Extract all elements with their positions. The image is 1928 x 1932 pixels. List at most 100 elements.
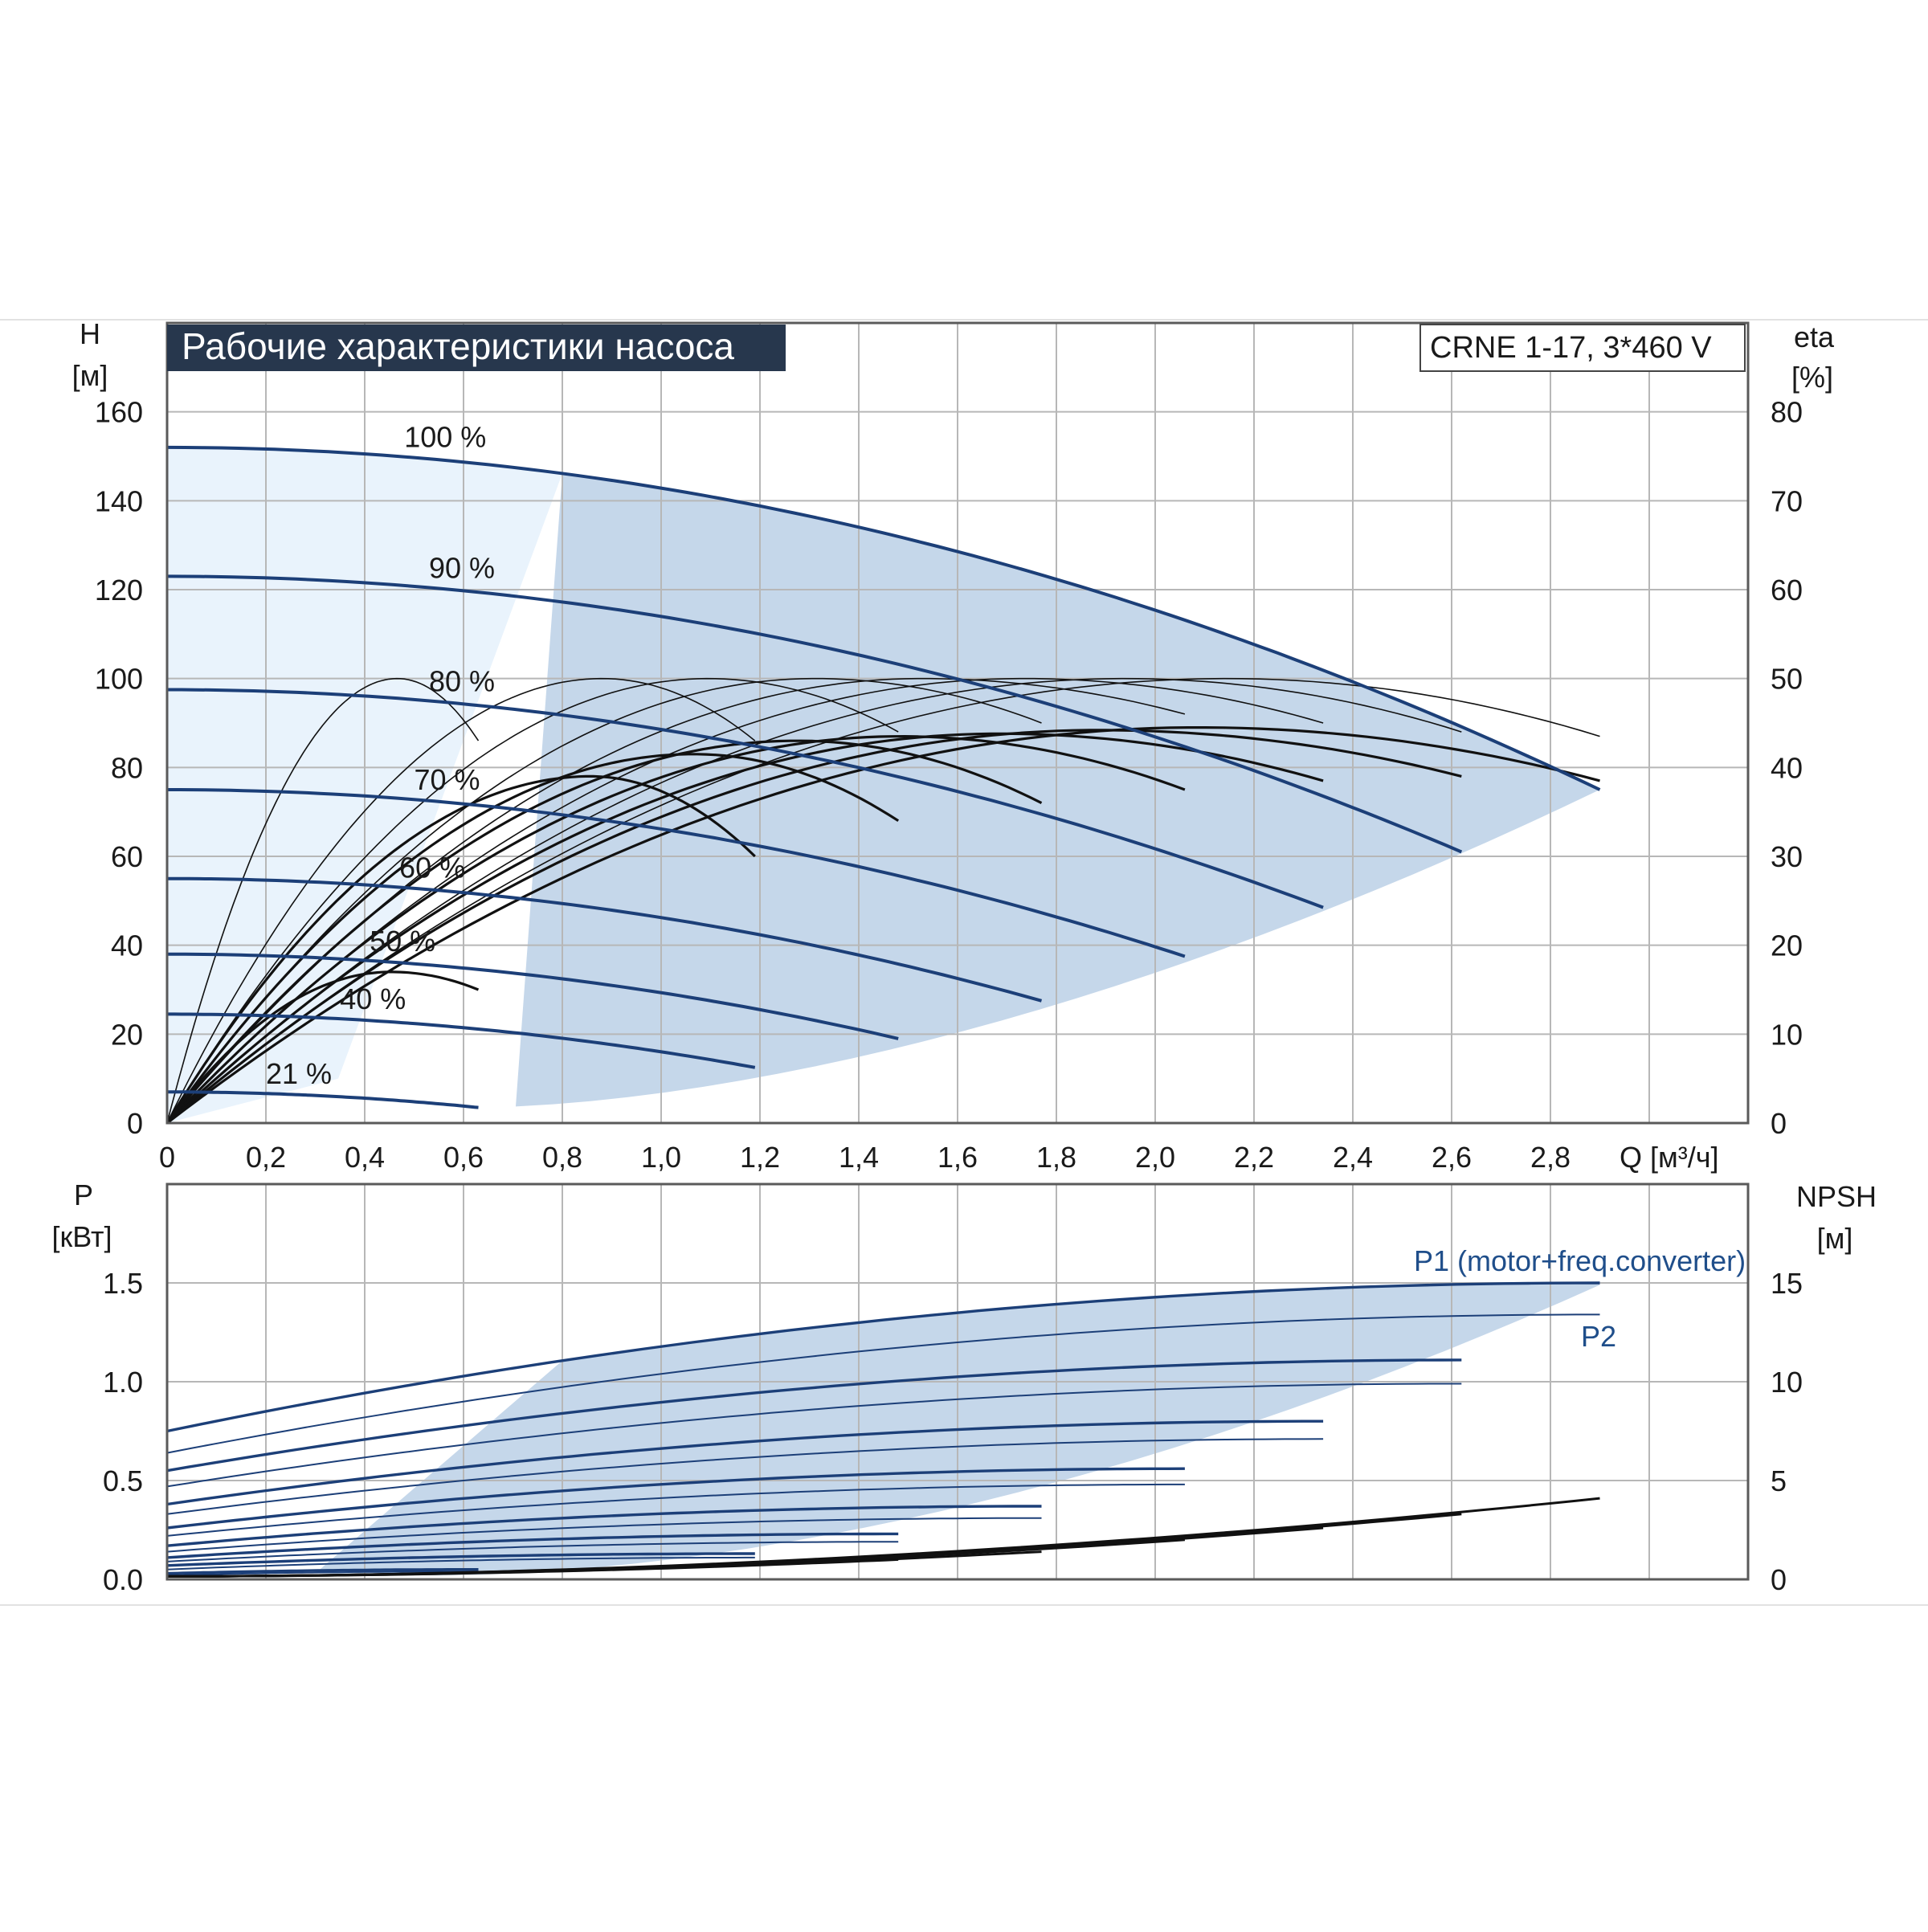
efficiency-envelope-curve-2 xyxy=(166,677,756,1124)
y-tick: 20 xyxy=(111,1018,143,1051)
y-tick: 100 xyxy=(95,663,143,696)
npsh-y-ticks: 0 5 10 15 xyxy=(1771,1267,1803,1596)
y-tick: 80 xyxy=(111,751,143,784)
npsh-y-tick: 15 xyxy=(1771,1267,1803,1300)
x-tick: 2,4 xyxy=(1333,1141,1373,1174)
power-axis-label: P xyxy=(74,1178,93,1211)
y-tick: 140 xyxy=(95,484,143,517)
x-tick: 2,2 xyxy=(1234,1141,1274,1174)
power-y-tick: 1.0 xyxy=(103,1366,143,1399)
x-tick: 0,6 xyxy=(443,1141,484,1174)
npsh-curves xyxy=(167,1497,1600,1578)
y-axis-label: H xyxy=(80,317,100,350)
x-tick: 0,2 xyxy=(246,1141,286,1174)
head-curve-50 xyxy=(167,952,899,1040)
efficiency-curve-4 xyxy=(165,734,1186,1125)
p1-series-label: P1 (motor+freq.converter) xyxy=(1414,1244,1746,1277)
y2-tick: 20 xyxy=(1771,929,1803,962)
p1-curve-4 xyxy=(166,1467,1185,1530)
p1-curve-2 xyxy=(166,1358,1462,1472)
power-npsh-chart: 0.0 0.5 1.0 1.5 0 5 10 15 P [кВт] NPSH [м] P1 … xyxy=(51,1178,1877,1596)
speed-label-60: 60 % xyxy=(399,851,465,884)
p1-curve-8 xyxy=(166,1567,479,1575)
x-tick: 1,0 xyxy=(641,1141,681,1174)
p2-curve-4 xyxy=(166,1483,1185,1537)
y2-tick: 60 xyxy=(1771,574,1803,607)
p2-curve-6 xyxy=(166,1541,899,1562)
head-curves xyxy=(166,445,1601,1109)
x-axis-ticks: 0 0,2 0,4 0,6 0,8 1,0 1,2 1,4 1,6 1,8 2,0 2,2 2,4 2,6… xyxy=(159,1141,1571,1174)
p2-curve-2 xyxy=(166,1383,1462,1488)
y-tick: 120 xyxy=(95,574,143,607)
power-axis-unit: [кВт] xyxy=(51,1220,112,1253)
p2-series-label: P2 xyxy=(1581,1320,1616,1353)
speed-label-40: 40 % xyxy=(340,982,406,1015)
y2-tick: 50 xyxy=(1771,663,1803,696)
power-curves xyxy=(166,1281,1600,1577)
efficiency-envelope-curve-3 xyxy=(166,677,899,1124)
model-box xyxy=(1419,324,1746,372)
p2-curve-8 xyxy=(166,1571,479,1577)
npsh-axis-label: NPSH xyxy=(1796,1180,1877,1213)
power-y-tick: 0.5 xyxy=(103,1464,143,1497)
efficiency-envelope-curve-7 xyxy=(166,677,1462,1124)
npsh-y-tick: 0 xyxy=(1771,1563,1787,1596)
head-curve-80 xyxy=(167,688,1324,909)
speed-labels: 100 % 90 % 80 % 70 % 60 % 50 % 40 % 21 % xyxy=(266,421,495,1091)
p1-curve-6 xyxy=(166,1532,899,1559)
x-tick: 2,0 xyxy=(1135,1141,1175,1174)
y2-axis-label: eta xyxy=(1794,321,1835,353)
y-tick: 60 xyxy=(111,840,143,873)
power-y-tick: 0.0 xyxy=(103,1563,143,1596)
npsh-y-tick: 5 xyxy=(1771,1464,1787,1497)
x-tick: 0,4 xyxy=(345,1141,385,1174)
speed-label-80: 80 % xyxy=(429,664,495,697)
power-chart-frame xyxy=(165,1182,1750,1581)
y2-tick: 80 xyxy=(1771,396,1803,429)
head-curve-90 xyxy=(166,574,1463,854)
y-axis-unit: [м] xyxy=(72,359,108,392)
region-main xyxy=(515,473,1600,1107)
y-tick: 0 xyxy=(127,1107,143,1140)
efficiency-curve-7 xyxy=(165,774,756,1124)
head-chart-frame xyxy=(165,321,1750,1125)
y-tick: 160 xyxy=(95,396,143,429)
x-tick: 2,6 xyxy=(1432,1141,1472,1174)
efficiency-curves xyxy=(165,677,1600,1125)
npsh-curve-6 xyxy=(167,1558,899,1578)
y2-tick: 0 xyxy=(1771,1107,1787,1140)
y2-tick: 10 xyxy=(1771,1018,1803,1051)
y2-tick: 40 xyxy=(1771,751,1803,784)
p2-curve-1 xyxy=(166,1313,1600,1454)
x-tick: 0,8 xyxy=(542,1141,582,1174)
power-y-tick: 1.5 xyxy=(103,1267,143,1300)
speed-label-90: 90 % xyxy=(429,551,495,584)
speed-label-100: 100 % xyxy=(404,421,486,454)
p2-curve-7 xyxy=(166,1556,755,1571)
p2-curve-5 xyxy=(166,1517,1042,1553)
speed-label-70: 70 % xyxy=(415,763,480,796)
x-axis-label: Q [м³/ч] xyxy=(1620,1141,1719,1174)
x-tick: 1,6 xyxy=(937,1141,978,1174)
efficiency-curve-8 xyxy=(165,970,480,1124)
x-tick: 1,8 xyxy=(1036,1141,1076,1174)
chart-title: Рабочие характеристики насоса xyxy=(182,325,734,367)
head-curve-60 xyxy=(167,876,1043,1003)
head-curve-70 xyxy=(167,788,1186,958)
speed-label-50: 50 % xyxy=(370,925,435,958)
x-tick: 2,8 xyxy=(1530,1141,1571,1174)
y2-tick: 70 xyxy=(1771,484,1803,517)
model-label: CRNE 1-17, 3*460 V xyxy=(1430,331,1712,365)
p1-curve-7 xyxy=(166,1552,755,1567)
head-curve-40 xyxy=(167,1012,756,1069)
p1-curve-5 xyxy=(166,1505,1042,1547)
p2-curve-3 xyxy=(166,1438,1324,1515)
efficiency-curve-3 xyxy=(165,732,1324,1125)
x-tick: 1,4 xyxy=(839,1141,879,1174)
y2-axis-ticks: 0 10 20 30 40 50 60 70 80 xyxy=(1771,396,1803,1140)
x-tick: 1,2 xyxy=(740,1141,780,1174)
power-y-ticks: 0.0 0.5 1.0 1.5 xyxy=(103,1267,143,1596)
speed-label-21: 21 % xyxy=(266,1057,332,1090)
